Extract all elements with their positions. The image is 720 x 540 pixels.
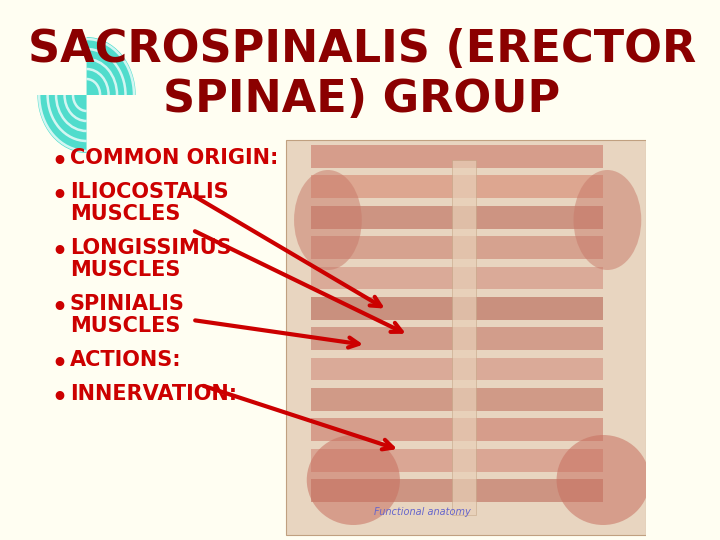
Bar [311, 206, 603, 228]
Bar [311, 418, 603, 441]
Wedge shape [86, 37, 135, 95]
Text: MUSCLES: MUSCLES [70, 204, 180, 224]
Bar [311, 145, 603, 168]
Text: COMMON ORIGIN:: COMMON ORIGIN: [70, 148, 278, 168]
Text: •: • [51, 150, 67, 174]
Ellipse shape [557, 435, 649, 525]
Text: MUSCLES: MUSCLES [70, 316, 180, 336]
Text: •: • [51, 296, 67, 320]
Text: SACROSPINALIS (ERECTOR: SACROSPINALIS (ERECTOR [27, 28, 696, 71]
Text: Functional anatomy: Functional anatomy [374, 507, 472, 517]
Bar [311, 176, 603, 198]
Text: ILIOCOSTALIS: ILIOCOSTALIS [70, 182, 228, 202]
Wedge shape [37, 95, 86, 153]
Text: •: • [51, 184, 67, 208]
Bar [311, 327, 603, 350]
Text: •: • [51, 386, 67, 410]
Text: ACTIONS:: ACTIONS: [70, 350, 181, 370]
Text: SPINIALIS: SPINIALIS [70, 294, 184, 314]
Ellipse shape [294, 170, 361, 270]
Bar [311, 449, 603, 471]
Text: SPINAE) GROUP: SPINAE) GROUP [163, 78, 560, 121]
Text: MUSCLES: MUSCLES [70, 260, 180, 280]
Bar [311, 267, 603, 289]
Bar [311, 297, 603, 320]
Bar [311, 236, 603, 259]
Text: INNERVATION:: INNERVATION: [70, 384, 237, 404]
Ellipse shape [307, 435, 400, 525]
Bar [311, 388, 603, 411]
Bar [311, 357, 603, 381]
Text: •: • [51, 240, 67, 264]
Ellipse shape [574, 170, 642, 270]
Bar [286, 140, 646, 535]
Bar [311, 479, 603, 502]
Text: •: • [51, 352, 67, 376]
Bar [452, 160, 476, 515]
Text: LONGISSIMUS: LONGISSIMUS [70, 238, 231, 258]
